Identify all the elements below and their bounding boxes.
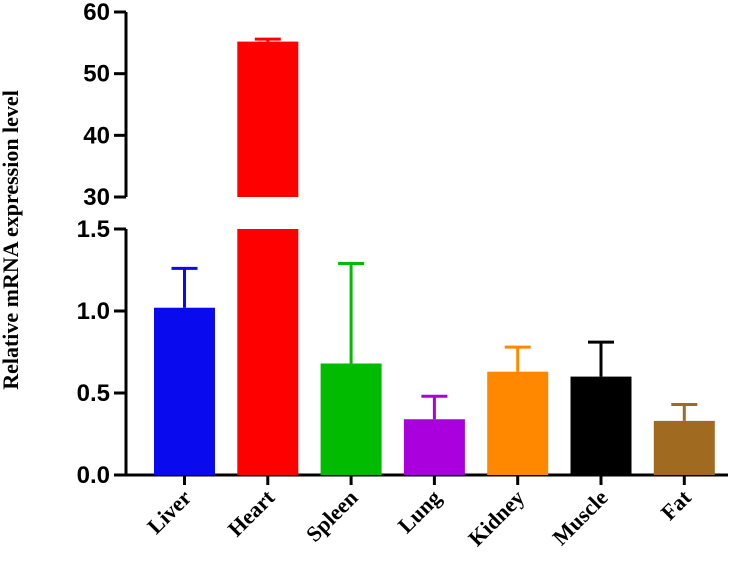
bar-lung bbox=[403, 419, 465, 475]
x-tick-label: Lung bbox=[393, 485, 446, 538]
x-tick-label: Kidney bbox=[463, 485, 529, 551]
bars bbox=[154, 37, 715, 475]
y-tick-label: 30 bbox=[83, 184, 110, 211]
y-tick-label: 40 bbox=[83, 122, 110, 149]
y-tick-label: 50 bbox=[83, 61, 110, 88]
bar-liver bbox=[154, 307, 215, 475]
bar-heart-upper bbox=[237, 41, 299, 197]
y-tick-label: 1.5 bbox=[77, 216, 110, 243]
bar-kidney bbox=[487, 371, 549, 475]
bar-spleen bbox=[320, 363, 382, 475]
x-axis-labels: Liver Heart Spleen Lung Kidney Muscle Fat bbox=[142, 475, 696, 551]
y-axis: 0.0 0.5 1.0 1.5 30 40 50 60 bbox=[77, 0, 728, 489]
y-tick-label: 0.0 bbox=[77, 462, 110, 489]
x-tick-label: Liver bbox=[142, 485, 196, 539]
bar-fat bbox=[653, 420, 715, 475]
bar-heart-lower bbox=[237, 229, 299, 475]
x-tick-label: Heart bbox=[223, 484, 280, 541]
y-tick-label: 1.0 bbox=[77, 298, 110, 325]
y-tick-label: 0.5 bbox=[77, 380, 110, 407]
bar-muscle bbox=[570, 376, 632, 475]
y-tick-label: 60 bbox=[83, 0, 110, 26]
x-tick-label: Fat bbox=[656, 484, 697, 525]
x-tick-label: Spleen bbox=[301, 485, 363, 547]
y-axis-title: Relative mRNA expression level bbox=[0, 90, 23, 390]
x-tick-label: Muscle bbox=[547, 485, 612, 550]
